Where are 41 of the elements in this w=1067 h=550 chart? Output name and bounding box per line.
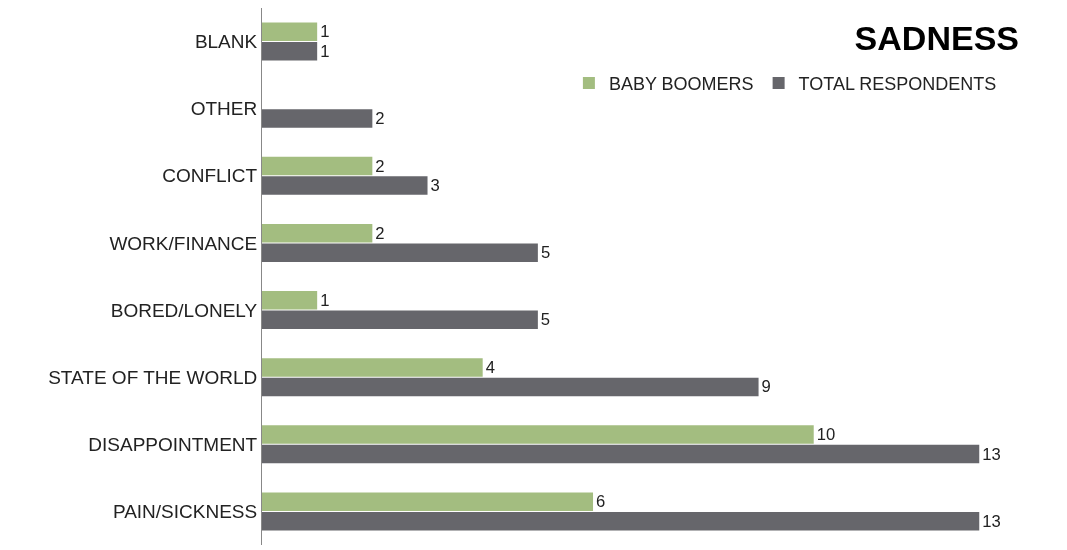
bar: [262, 22, 318, 42]
data-label: 13: [982, 444, 1001, 464]
data-label: 5: [540, 310, 551, 330]
data-label: 1: [320, 22, 330, 42]
legend-label: BABY BOOMERS: [608, 73, 754, 94]
y-tick-label: BLANK: [194, 31, 258, 53]
bar: [262, 243, 538, 262]
data-label: 13: [982, 511, 1001, 531]
bar: [262, 291, 318, 310]
y-tick-label: DISAPPOINTMENT: [88, 433, 258, 455]
data-label: 6: [596, 492, 606, 512]
data-label: 1: [320, 290, 330, 310]
data-label: 2: [375, 223, 385, 243]
y-tick-label: BORED/LONELY: [110, 299, 258, 321]
bar: [262, 176, 428, 195]
data-label: 9: [761, 377, 771, 397]
data-label: 2: [375, 108, 385, 128]
y-tick-label: STATE OF THE WORLD: [48, 366, 258, 388]
data-label: 3: [430, 176, 440, 196]
data-label: 4: [485, 358, 495, 377]
legend-label: TOTAL RESPONDENTS: [798, 73, 997, 94]
bar: [262, 444, 980, 464]
bar: [262, 425, 814, 444]
y-tick-label: CONFLICT: [162, 165, 258, 187]
bar: [262, 511, 980, 531]
bar: [262, 156, 373, 176]
data-label: 10: [816, 425, 836, 445]
data-label: 1: [320, 41, 330, 61]
bar: [262, 492, 594, 511]
data-label: 5: [540, 243, 551, 263]
data-label: 2: [375, 156, 385, 176]
bar: [262, 310, 538, 330]
bar: [262, 358, 483, 377]
y-tick-label: OTHER: [190, 98, 258, 120]
chart-title: SADNESS: [854, 19, 1019, 58]
bar: [262, 109, 373, 128]
bar: [262, 377, 759, 397]
y-tick-label: WORK/FINANCE: [109, 232, 258, 254]
y-tick-label: PAIN/SICKNESS: [112, 501, 258, 523]
bar: [262, 223, 373, 243]
bar: [262, 42, 318, 61]
